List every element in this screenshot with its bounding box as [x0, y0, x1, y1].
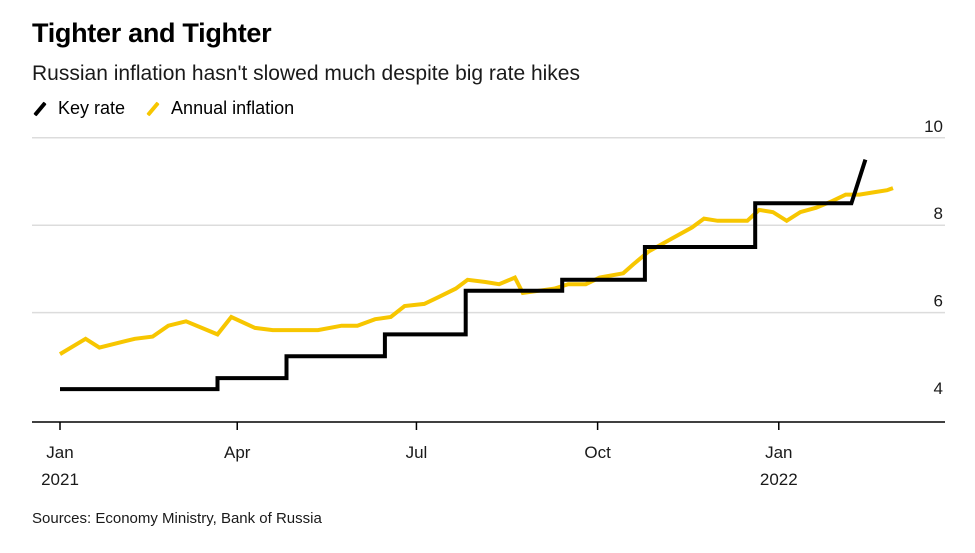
- chart-title: Tighter and Tighter: [32, 18, 272, 48]
- chart-subtitle: Russian inflation hasn't slowed much des…: [32, 62, 580, 85]
- y-tick-label-10: 10: [924, 117, 943, 136]
- legend-label-key-rate: Key rate: [58, 98, 126, 118]
- y-tick-label-6: 6: [934, 292, 943, 311]
- x-tick-label-4: Jan: [765, 443, 792, 462]
- series-line-annual-inflation: [58, 186, 894, 356]
- gridlines: [32, 137, 945, 314]
- legend-item-key-rate: Key rate: [32, 98, 125, 119]
- y-tick-label-4: 4: [934, 379, 943, 398]
- x-tick-label-0: Jan: [46, 443, 73, 462]
- series-lines: [58, 158, 894, 392]
- y-tick-label-8: 8: [934, 204, 943, 223]
- x-tick-year-0: 2021: [41, 470, 79, 489]
- series-line-key-rate: [60, 158, 868, 392]
- legend-label-annual-inflation: Annual inflation: [171, 98, 295, 118]
- source-note: Sources: Economy Ministry, Bank of Russi…: [32, 510, 322, 527]
- x-tick-label-2: Jul: [406, 443, 428, 462]
- x-axis: Jan 2021 Apr Jul Oct Jan 2022: [32, 421, 945, 489]
- x-tick-label-3: Oct: [584, 443, 611, 462]
- y-axis: 4 6 8 10: [924, 117, 943, 398]
- legend-item-annual-inflation: Annual inflation: [145, 98, 294, 119]
- x-tick-label-1: Apr: [224, 443, 251, 462]
- legend: Key rate Annual inflation: [32, 98, 314, 119]
- x-tick-year-4: 2022: [760, 470, 798, 489]
